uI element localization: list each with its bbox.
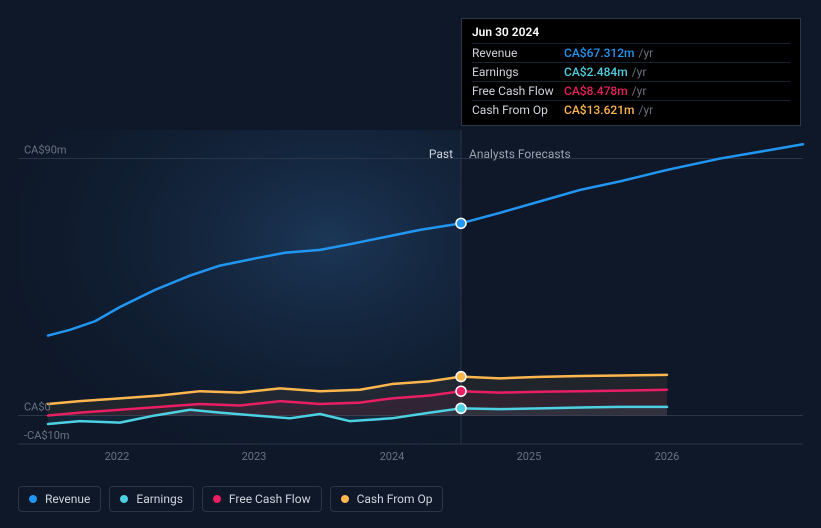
tooltip-date: Jun 30 2024 (472, 25, 790, 43)
tooltip-row: Cash From OpCA$13.621m/yr (472, 100, 790, 119)
tooltip: Jun 30 2024 RevenueCA$67.312m/yrEarnings… (461, 18, 801, 126)
legend-label: Earnings (136, 492, 183, 506)
x-axis-label: 2024 (380, 450, 405, 463)
legend-label: Revenue (45, 492, 90, 506)
tooltip-row-unit: /yr (632, 65, 647, 79)
legend-swatch (120, 495, 128, 503)
legend-label: Free Cash Flow (229, 492, 311, 506)
cash_from_op-marker (456, 372, 466, 382)
y-axis-label: CA$90m (24, 144, 67, 157)
tooltip-row-label: Revenue (472, 46, 564, 60)
y-axis-label: -CA$10m (24, 429, 70, 442)
x-axis-label: 2023 (242, 450, 267, 463)
legend-item-earnings[interactable]: Earnings (109, 486, 194, 512)
legend-swatch (341, 495, 349, 503)
legend-item-free_cash_flow[interactable]: Free Cash Flow (202, 486, 322, 512)
x-axis-label: 2022 (105, 450, 130, 463)
tooltip-row-value: CA$2.484m (564, 65, 628, 79)
legend-swatch (213, 495, 221, 503)
tooltip-row: Free Cash FlowCA$8.478m/yr (472, 81, 790, 100)
tooltip-row-unit: /yr (639, 103, 654, 117)
tooltip-row-unit: /yr (632, 84, 647, 98)
past-label: Past (429, 147, 453, 161)
free_cash_flow-marker (456, 386, 466, 396)
tooltip-row: EarningsCA$2.484m/yr (472, 62, 790, 81)
legend-label: Cash From Op (357, 492, 433, 506)
tooltip-row-label: Earnings (472, 65, 564, 79)
y-axis-label: CA$0 (24, 400, 51, 413)
legend: Revenue Earnings Free Cash Flow Cash From O… (18, 486, 443, 512)
tooltip-row: RevenueCA$67.312m/yr (472, 43, 790, 62)
revenue-marker (456, 218, 466, 228)
tooltip-row-label: Free Cash Flow (472, 84, 564, 98)
legend-item-cash_from_op[interactable]: Cash From Op (330, 486, 444, 512)
legend-swatch (29, 495, 37, 503)
tooltip-row-value: CA$67.312m (564, 46, 635, 60)
tooltip-row-value: CA$8.478m (564, 84, 628, 98)
legend-item-revenue[interactable]: Revenue (18, 486, 101, 512)
tooltip-row-value: CA$13.621m (564, 103, 635, 117)
earnings-marker (456, 403, 466, 413)
forecast-label: Analysts Forecasts (469, 147, 571, 161)
x-axis-label: 2026 (655, 450, 680, 463)
tooltip-row-unit: /yr (639, 46, 654, 60)
tooltip-row-label: Cash From Op (472, 103, 564, 117)
x-axis-label: 2025 (517, 450, 542, 463)
